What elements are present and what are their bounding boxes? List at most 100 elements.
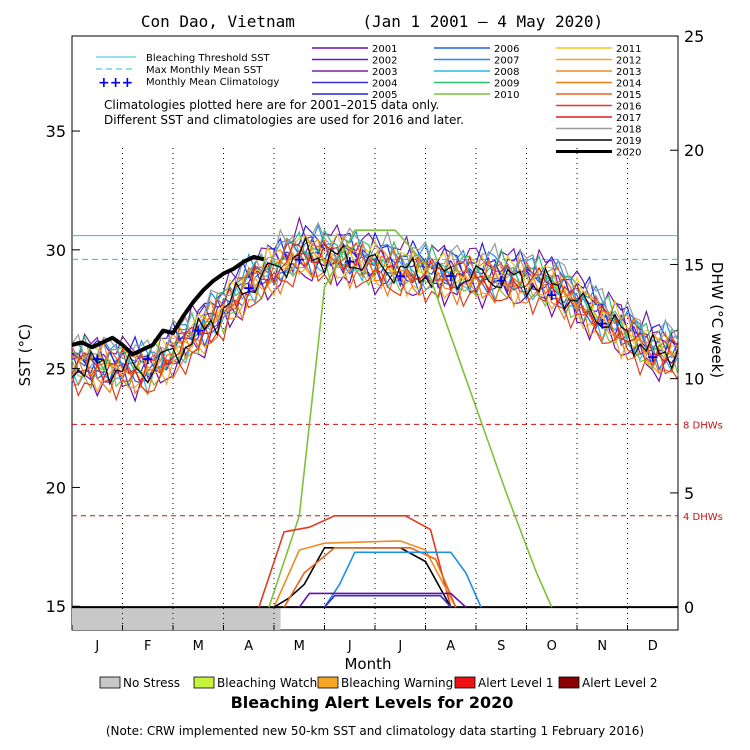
month-gridlines xyxy=(122,148,628,630)
month-label: O xyxy=(547,639,557,654)
month-label: M xyxy=(193,639,204,654)
dhw-line xyxy=(258,514,452,608)
legend-year-label: 2013 xyxy=(616,67,641,78)
climatology-marker: + xyxy=(444,267,457,285)
month-label: F xyxy=(144,639,151,654)
legend-year-label: 2019 xyxy=(616,136,641,147)
legend-year-label: 2004 xyxy=(372,79,397,90)
year-sst-line xyxy=(71,215,679,364)
legend-year-label: 2001 xyxy=(372,44,397,55)
y-tick-label-left: 25 xyxy=(46,360,66,379)
legend-year-label: 2010 xyxy=(494,90,519,101)
legend-notes: Climatologies plotted here are for 2001–… xyxy=(104,98,464,127)
legend-year-label: 2002 xyxy=(372,56,397,67)
chart-title: Con Dao, Vietnam (Jan 1 2001 – 4 May 202… xyxy=(141,12,603,31)
alert-swatch xyxy=(193,676,215,689)
climatology-markers: + + + + + + + + + + + + xyxy=(91,250,659,368)
dhw-line xyxy=(298,592,467,608)
no-stress-bar xyxy=(72,607,281,630)
month-label: S xyxy=(497,639,505,654)
legend-year-label: 2016 xyxy=(616,102,641,113)
alert-swatch xyxy=(454,676,476,689)
year-sst-line xyxy=(71,241,679,386)
legend-year-label: 2005 xyxy=(372,90,397,101)
dhw-line xyxy=(268,229,553,608)
y-tick-label-right: 5 xyxy=(684,484,694,503)
climatology-marker: + xyxy=(495,272,508,290)
dhw-line xyxy=(323,551,482,608)
legend-year-label: 2007 xyxy=(494,56,519,67)
alert-label: No Stress xyxy=(123,676,180,690)
y-tick-label-left: 15 xyxy=(46,597,66,616)
sst-2020-line xyxy=(71,255,265,357)
climatology-marker: + xyxy=(596,314,609,332)
dhw-threshold-label: 8 DHWs xyxy=(683,420,723,431)
month-label: A xyxy=(446,639,455,654)
alert-label: Alert Level 1 xyxy=(478,676,554,690)
y-tick-label-right: 25 xyxy=(684,27,704,46)
legend-swatch: +++ xyxy=(98,75,133,91)
legend-reference-label: Bleaching Threshold SST xyxy=(146,53,271,64)
month-label: D xyxy=(648,639,658,654)
legend-year-label: 2009 xyxy=(494,79,519,90)
year-sst-line xyxy=(71,236,679,386)
dhw-lines xyxy=(72,229,678,609)
legend-reference-label: Max Monthly Mean SST xyxy=(146,65,263,76)
legend-year-label: 2015 xyxy=(616,90,641,101)
month-label: M xyxy=(294,639,305,654)
sst-2020-line xyxy=(71,255,265,357)
alert-levels-title: Bleaching Alert Levels for 2020 xyxy=(231,693,514,712)
dhw-line xyxy=(323,594,452,608)
climatology-marker: + xyxy=(394,267,407,285)
alert-label: Alert Level 2 xyxy=(582,676,658,690)
climatology-marker: + xyxy=(91,350,104,368)
climatology-marker: + xyxy=(293,250,306,268)
climatology-marker: + xyxy=(242,279,255,297)
legend-reference-label: Monthly Mean Climatology xyxy=(146,77,279,88)
legend-year-label: 2018 xyxy=(616,125,641,136)
legend-note: Climatologies plotted here are for 2001–… xyxy=(104,98,439,112)
y-tick-label-left: 20 xyxy=(46,478,66,497)
axes: 15 20 25 30 35 0 5 10 15 20 25 J F M A M J J A S O N D xyxy=(46,27,705,654)
legend-year-label: 2003 xyxy=(372,67,397,78)
year-sst-line xyxy=(71,237,679,378)
alert-swatch xyxy=(317,676,339,689)
y-tick-label-right: 20 xyxy=(684,141,704,160)
legend-year-label: 2011 xyxy=(616,44,641,55)
alert-levels-legend: No Stress Bleaching Watch Bleaching Warnin… xyxy=(99,676,658,690)
alert-swatch xyxy=(99,676,121,689)
y-axis-label-left: SST (°C) xyxy=(16,324,34,387)
month-label: J xyxy=(347,639,352,654)
dhw-line xyxy=(273,540,457,608)
year-sst-line xyxy=(71,257,679,403)
alert-swatch xyxy=(558,676,580,689)
footnote: (Note: CRW implemented new 50-km SST and… xyxy=(106,724,644,738)
legend-note: Different SST and climatologies are used… xyxy=(104,113,464,127)
month-label: A xyxy=(244,639,253,654)
y-tick-label-left: 35 xyxy=(46,122,66,141)
legend-year-label: 2012 xyxy=(616,56,641,67)
climatology-marker: + xyxy=(192,322,205,340)
year-sst-line xyxy=(71,252,679,396)
legend-year-label: 2006 xyxy=(494,44,519,55)
climatology-marker: + xyxy=(545,286,558,304)
y-axis-label-right: DHW (°C week) xyxy=(708,262,726,378)
month-label: N xyxy=(597,639,607,654)
month-label: J xyxy=(397,639,402,654)
climatology-marker: + xyxy=(646,348,659,366)
y-tick-label-left: 30 xyxy=(46,241,66,260)
y-tick-label-right: 10 xyxy=(684,370,704,389)
dhw-threshold-label: 4 DHWs xyxy=(683,512,723,523)
month-label: J xyxy=(94,639,99,654)
climatology-marker: + xyxy=(141,350,154,368)
x-axis-label: Month xyxy=(344,655,391,673)
y-tick-label-right: 15 xyxy=(684,255,704,274)
legend-year-label: 2008 xyxy=(494,67,519,78)
climatology-marker: + xyxy=(343,253,356,271)
year-sst-line xyxy=(71,221,679,362)
year-sst-line xyxy=(71,253,679,402)
legend-year-label: 2014 xyxy=(616,79,641,90)
legend-year-label: 2017 xyxy=(616,113,641,124)
